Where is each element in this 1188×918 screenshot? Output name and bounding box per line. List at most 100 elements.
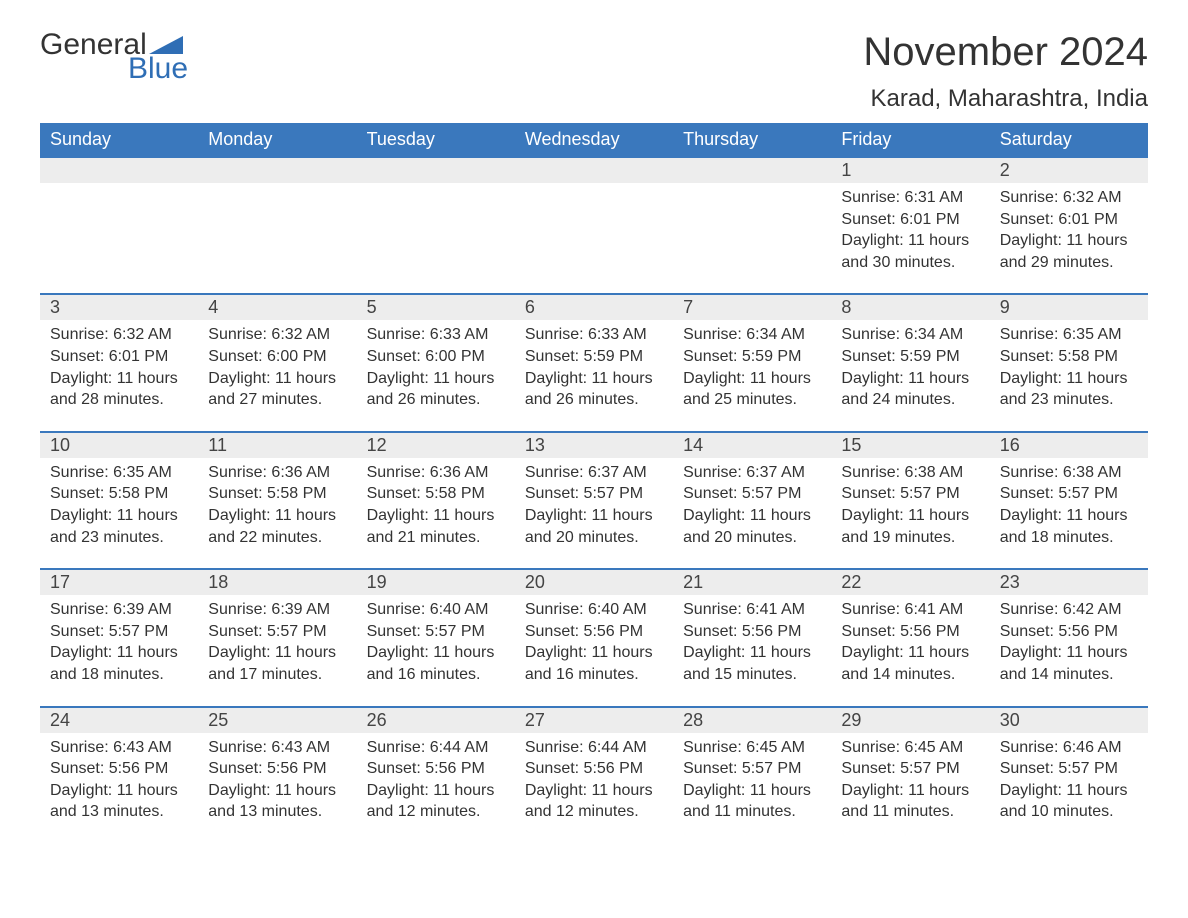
day-number-row: 24252627282930: [40, 707, 1148, 733]
sunset-line: Sunset: 5:57 PM: [1000, 758, 1138, 780]
day-content-row: Sunrise: 6:39 AMSunset: 5:57 PMDaylight:…: [40, 595, 1148, 706]
logo-word-blue: Blue: [128, 54, 188, 84]
sunrise-line: Sunrise: 6:37 AM: [683, 462, 821, 484]
day-number-row: 10111213141516: [40, 432, 1148, 458]
day-content-empty: [357, 183, 515, 294]
day-number: 17: [40, 569, 198, 595]
location: Karad, Maharashtra, India: [863, 85, 1148, 113]
day-number: 26: [357, 707, 515, 733]
weekday-header: Tuesday: [357, 123, 515, 157]
sunrise-line: Sunrise: 6:38 AM: [841, 462, 979, 484]
daylight-line: Daylight: 11 hours and 13 minutes.: [50, 780, 188, 823]
daylight-line: Daylight: 11 hours and 15 minutes.: [683, 642, 821, 685]
day-content: Sunrise: 6:41 AMSunset: 5:56 PMDaylight:…: [831, 595, 989, 706]
sunrise-line: Sunrise: 6:39 AM: [50, 599, 188, 621]
day-number: 14: [673, 432, 831, 458]
daylight-line: Daylight: 11 hours and 13 minutes.: [208, 780, 346, 823]
daylight-line: Daylight: 11 hours and 22 minutes.: [208, 505, 346, 548]
day-content: Sunrise: 6:37 AMSunset: 5:57 PMDaylight:…: [515, 458, 673, 569]
sunrise-line: Sunrise: 6:42 AM: [1000, 599, 1138, 621]
sunset-line: Sunset: 5:58 PM: [50, 483, 188, 505]
day-content: Sunrise: 6:40 AMSunset: 5:57 PMDaylight:…: [357, 595, 515, 706]
sunset-line: Sunset: 5:56 PM: [367, 758, 505, 780]
sunset-line: Sunset: 5:59 PM: [683, 346, 821, 368]
sunrise-line: Sunrise: 6:33 AM: [367, 324, 505, 346]
day-content: Sunrise: 6:35 AMSunset: 5:58 PMDaylight:…: [990, 320, 1148, 431]
day-content: Sunrise: 6:32 AMSunset: 6:01 PMDaylight:…: [990, 183, 1148, 294]
day-number: 25: [198, 707, 356, 733]
sunset-line: Sunset: 6:01 PM: [50, 346, 188, 368]
day-number: 2: [990, 157, 1148, 183]
daylight-line: Daylight: 11 hours and 17 minutes.: [208, 642, 346, 685]
day-number: 3: [40, 294, 198, 320]
day-number: 29: [831, 707, 989, 733]
day-content: Sunrise: 6:43 AMSunset: 5:56 PMDaylight:…: [40, 733, 198, 843]
daylight-line: Daylight: 11 hours and 10 minutes.: [1000, 780, 1138, 823]
day-content: Sunrise: 6:39 AMSunset: 5:57 PMDaylight:…: [198, 595, 356, 706]
day-content: Sunrise: 6:31 AMSunset: 6:01 PMDaylight:…: [831, 183, 989, 294]
weekday-header: Sunday: [40, 123, 198, 157]
weekday-header: Monday: [198, 123, 356, 157]
sunrise-line: Sunrise: 6:38 AM: [1000, 462, 1138, 484]
daylight-line: Daylight: 11 hours and 16 minutes.: [525, 642, 663, 685]
day-content: Sunrise: 6:43 AMSunset: 5:56 PMDaylight:…: [198, 733, 356, 843]
daylight-line: Daylight: 11 hours and 12 minutes.: [367, 780, 505, 823]
day-content: Sunrise: 6:36 AMSunset: 5:58 PMDaylight:…: [198, 458, 356, 569]
sunset-line: Sunset: 6:01 PM: [841, 209, 979, 231]
weekday-header: Friday: [831, 123, 989, 157]
sunset-line: Sunset: 6:00 PM: [208, 346, 346, 368]
day-number: 18: [198, 569, 356, 595]
daylight-line: Daylight: 11 hours and 25 minutes.: [683, 368, 821, 411]
sunrise-line: Sunrise: 6:34 AM: [841, 324, 979, 346]
day-number-row: 3456789: [40, 294, 1148, 320]
sunset-line: Sunset: 5:58 PM: [367, 483, 505, 505]
sunrise-line: Sunrise: 6:31 AM: [841, 187, 979, 209]
daylight-line: Daylight: 11 hours and 26 minutes.: [367, 368, 505, 411]
daylight-line: Daylight: 11 hours and 18 minutes.: [50, 642, 188, 685]
day-number: 1: [831, 157, 989, 183]
day-content: Sunrise: 6:41 AMSunset: 5:56 PMDaylight:…: [673, 595, 831, 706]
day-content: Sunrise: 6:40 AMSunset: 5:56 PMDaylight:…: [515, 595, 673, 706]
sunset-line: Sunset: 5:56 PM: [683, 621, 821, 643]
sunset-line: Sunset: 5:59 PM: [525, 346, 663, 368]
day-content: Sunrise: 6:33 AMSunset: 5:59 PMDaylight:…: [515, 320, 673, 431]
sunset-line: Sunset: 5:56 PM: [1000, 621, 1138, 643]
day-number: 15: [831, 432, 989, 458]
day-content-empty: [515, 183, 673, 294]
day-content-row: Sunrise: 6:43 AMSunset: 5:56 PMDaylight:…: [40, 733, 1148, 843]
sunset-line: Sunset: 5:56 PM: [525, 621, 663, 643]
daylight-line: Daylight: 11 hours and 28 minutes.: [50, 368, 188, 411]
day-number: 9: [990, 294, 1148, 320]
sunrise-line: Sunrise: 6:35 AM: [50, 462, 188, 484]
day-number: 22: [831, 569, 989, 595]
sunrise-line: Sunrise: 6:41 AM: [683, 599, 821, 621]
day-content: Sunrise: 6:46 AMSunset: 5:57 PMDaylight:…: [990, 733, 1148, 843]
day-number: 30: [990, 707, 1148, 733]
day-content-row: Sunrise: 6:31 AMSunset: 6:01 PMDaylight:…: [40, 183, 1148, 294]
daylight-line: Daylight: 11 hours and 14 minutes.: [841, 642, 979, 685]
daylight-line: Daylight: 11 hours and 12 minutes.: [525, 780, 663, 823]
sunrise-line: Sunrise: 6:45 AM: [683, 737, 821, 759]
day-content-empty: [198, 183, 356, 294]
day-content: Sunrise: 6:44 AMSunset: 5:56 PMDaylight:…: [357, 733, 515, 843]
sunrise-line: Sunrise: 6:36 AM: [367, 462, 505, 484]
sunset-line: Sunset: 5:57 PM: [683, 758, 821, 780]
weekday-header: Saturday: [990, 123, 1148, 157]
day-number: 16: [990, 432, 1148, 458]
sunset-line: Sunset: 5:58 PM: [1000, 346, 1138, 368]
sunset-line: Sunset: 5:57 PM: [50, 621, 188, 643]
day-number-empty: [515, 157, 673, 183]
day-number: 10: [40, 432, 198, 458]
sunrise-line: Sunrise: 6:39 AM: [208, 599, 346, 621]
header: General Blue November 2024 Karad, Mahara…: [40, 30, 1148, 113]
title-block: November 2024 Karad, Maharashtra, India: [863, 30, 1148, 113]
calendar-head: SundayMondayTuesdayWednesdayThursdayFrid…: [40, 123, 1148, 157]
daylight-line: Daylight: 11 hours and 20 minutes.: [525, 505, 663, 548]
daylight-line: Daylight: 11 hours and 14 minutes.: [1000, 642, 1138, 685]
day-content: Sunrise: 6:34 AMSunset: 5:59 PMDaylight:…: [831, 320, 989, 431]
day-number: 28: [673, 707, 831, 733]
daylight-line: Daylight: 11 hours and 26 minutes.: [525, 368, 663, 411]
sunset-line: Sunset: 5:56 PM: [841, 621, 979, 643]
day-number-empty: [673, 157, 831, 183]
sunrise-line: Sunrise: 6:41 AM: [841, 599, 979, 621]
